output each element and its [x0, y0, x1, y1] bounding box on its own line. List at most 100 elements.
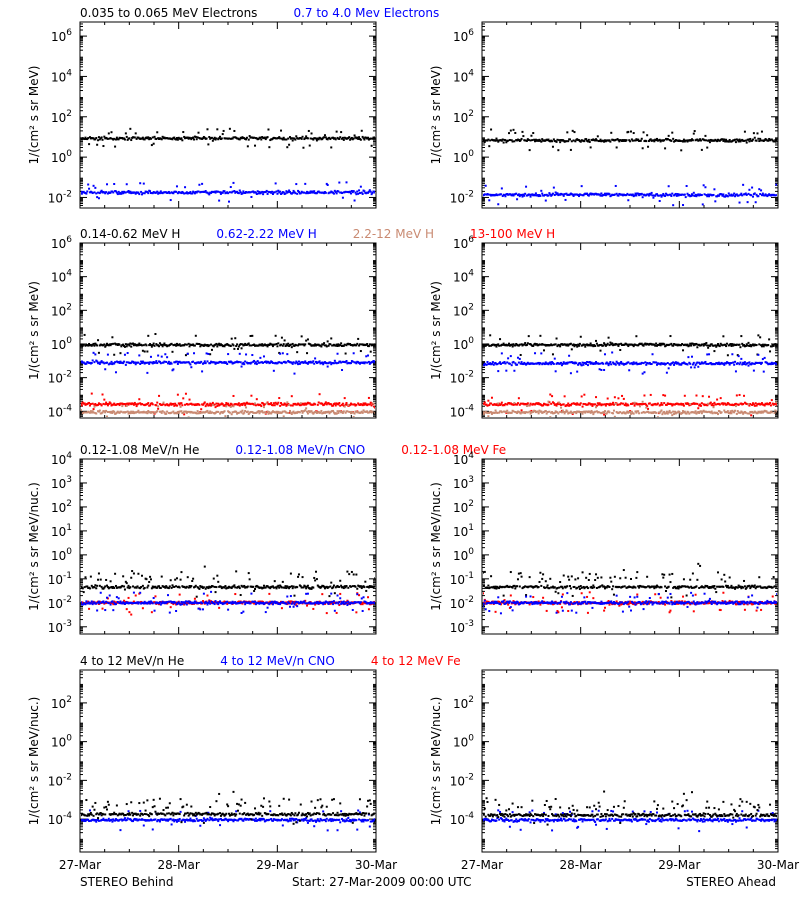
- data-point: [610, 343, 613, 346]
- data-point: [155, 404, 158, 407]
- data-point: [672, 344, 675, 347]
- data-point: [748, 140, 751, 143]
- data-point: [722, 362, 725, 365]
- data-point: [671, 414, 674, 417]
- data-point: [582, 194, 585, 197]
- data-point: [489, 139, 492, 142]
- data-point: [722, 139, 725, 142]
- data-point: [566, 404, 569, 407]
- data-point: [775, 343, 777, 346]
- data-point: [169, 402, 172, 405]
- data-point: [279, 190, 282, 193]
- data-point: [297, 344, 300, 347]
- data-point: [504, 195, 507, 198]
- data-point: [271, 190, 274, 193]
- data-point: [297, 363, 300, 366]
- data-point: [645, 406, 648, 409]
- data-point: [624, 412, 627, 415]
- data-point: [254, 191, 257, 194]
- data-point: [666, 412, 669, 415]
- data-point: [213, 136, 216, 139]
- data-point: [353, 403, 356, 406]
- data-point: [94, 353, 97, 356]
- data-point: [733, 363, 736, 366]
- data-point: [118, 343, 121, 346]
- data-point: [566, 410, 569, 413]
- data-point: [334, 138, 337, 141]
- data-point: [254, 402, 257, 405]
- data-point: [676, 193, 679, 196]
- data-point: [86, 138, 89, 141]
- data-point: [137, 409, 140, 412]
- data-point: [566, 131, 569, 134]
- data-point: [746, 412, 749, 415]
- data-point: [184, 410, 187, 413]
- data-point: [738, 138, 741, 141]
- data-point: [224, 415, 227, 417]
- data-point: [324, 191, 327, 194]
- data-point: [643, 394, 646, 397]
- data-point: [584, 361, 587, 364]
- data-point: [748, 412, 751, 415]
- data-point: [123, 353, 126, 356]
- data-point: [140, 137, 143, 140]
- data-point: [288, 143, 291, 146]
- data-point: [588, 344, 591, 347]
- data-point: [271, 404, 274, 407]
- data-point: [544, 361, 547, 364]
- data-point: [620, 342, 623, 345]
- data-point: [304, 343, 307, 346]
- data-point: [498, 344, 501, 347]
- data-points: [483, 334, 777, 417]
- data-point: [326, 340, 329, 343]
- data-point: [254, 361, 257, 364]
- data-point: [743, 344, 746, 347]
- data-point: [603, 342, 606, 345]
- data-point: [286, 401, 289, 404]
- data-point: [290, 137, 293, 140]
- data-point: [714, 200, 717, 203]
- data-point: [228, 200, 230, 203]
- data-point: [775, 138, 777, 141]
- data-point: [214, 138, 217, 141]
- data-point: [281, 352, 284, 355]
- data-point: [591, 344, 594, 347]
- data-point: [209, 410, 212, 413]
- data-point: [285, 190, 288, 193]
- data-point: [717, 343, 720, 346]
- data-point: [310, 132, 313, 135]
- data-point: [121, 190, 124, 193]
- legend-entry: 13-100 MeV H: [470, 227, 555, 241]
- data-point: [276, 192, 279, 195]
- data-point: [726, 354, 729, 357]
- data-point: [157, 405, 160, 408]
- data-point: [534, 352, 537, 355]
- data-point: [342, 138, 345, 141]
- data-point: [751, 139, 754, 142]
- data-point: [115, 136, 118, 139]
- data-point: [649, 193, 652, 196]
- data-point: [644, 361, 647, 364]
- data-point: [497, 343, 500, 346]
- data-point: [341, 192, 344, 195]
- data-point: [174, 343, 177, 346]
- data-point: [667, 367, 670, 370]
- data-point: [534, 138, 537, 141]
- data-point: [288, 189, 291, 192]
- data-point: [507, 139, 510, 142]
- data-point: [760, 344, 763, 347]
- data-point: [738, 363, 741, 366]
- data-point: [210, 404, 213, 407]
- data-point: [210, 343, 213, 346]
- data-point: [208, 193, 211, 196]
- data-point: [658, 138, 661, 141]
- data-point: [631, 363, 634, 366]
- data-point: [337, 411, 340, 414]
- data-point: [674, 192, 677, 195]
- data-point: [512, 343, 515, 346]
- data-point: [353, 199, 356, 202]
- data-point: [181, 139, 184, 142]
- data-point: [91, 359, 94, 362]
- data-point: [602, 344, 605, 347]
- data-point: [374, 361, 375, 364]
